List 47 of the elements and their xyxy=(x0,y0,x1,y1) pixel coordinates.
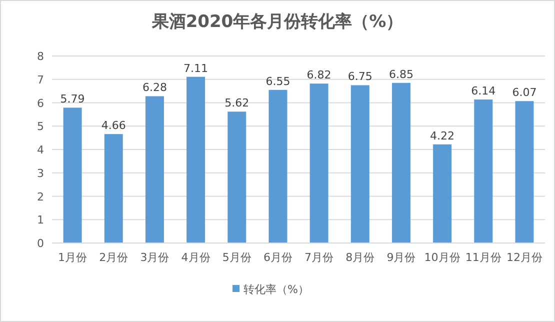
y-tick-label: 0 xyxy=(37,237,44,250)
x-tick-label: 11月份 xyxy=(465,251,502,264)
data-label: 6.07 xyxy=(512,86,537,100)
bar xyxy=(433,144,452,243)
y-tick-label: 3 xyxy=(37,166,44,180)
y-tick-label: 2 xyxy=(37,190,44,204)
y-tick-label: 4 xyxy=(37,144,44,156)
y-tick-label: 6 xyxy=(37,96,44,110)
bar xyxy=(350,85,370,243)
bar xyxy=(104,134,123,243)
data-label: 7.11 xyxy=(184,62,208,75)
bar xyxy=(145,96,164,243)
data-label: 4.66 xyxy=(101,119,126,132)
x-tick-label: 7月份 xyxy=(304,251,334,264)
data-label: 6.75 xyxy=(348,70,372,84)
data-label: 6.55 xyxy=(266,74,290,88)
bar xyxy=(186,76,206,243)
bar xyxy=(515,101,534,243)
y-tick-label: 8 xyxy=(37,50,44,63)
bar xyxy=(474,99,493,243)
x-tick-label: 12月份 xyxy=(506,251,542,264)
x-tick-label: 8月份 xyxy=(346,251,375,264)
bar xyxy=(310,84,328,243)
data-label: 6.28 xyxy=(142,81,167,94)
x-tick-label: 3月份 xyxy=(140,251,170,264)
y-tick-label: 1 xyxy=(37,214,44,227)
bar xyxy=(228,112,246,243)
x-tick-label: 4月份 xyxy=(181,251,210,264)
x-tick-label: 5月份 xyxy=(222,251,252,264)
y-tick-label: 5 xyxy=(37,120,44,134)
x-tick-label: 9月份 xyxy=(386,251,416,264)
x-tick-label: 6月份 xyxy=(263,251,292,264)
bar xyxy=(63,108,82,243)
data-label: 6.85 xyxy=(388,68,414,81)
data-label: 5.79 xyxy=(60,92,85,106)
data-label: 6.14 xyxy=(471,84,496,98)
x-tick-label: 10月份 xyxy=(424,251,460,264)
data-label: 5.62 xyxy=(224,96,250,110)
data-label: 4.22 xyxy=(430,129,455,142)
chart-title: 果酒2020年各月份转化率（%） xyxy=(150,12,404,32)
x-tick-label: 1月份 xyxy=(58,251,88,264)
data-label: 6.82 xyxy=(306,68,332,82)
y-tick-label: 7 xyxy=(37,73,44,86)
bar xyxy=(392,82,410,243)
legend-label: 转化率（%） xyxy=(244,283,309,296)
bar xyxy=(268,90,288,243)
x-tick-label: 2月份 xyxy=(99,251,128,264)
